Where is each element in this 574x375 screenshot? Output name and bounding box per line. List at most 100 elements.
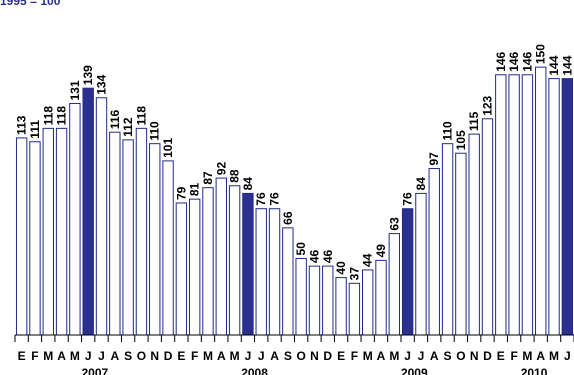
month-tick-label: S: [284, 349, 292, 363]
bar: [95, 97, 108, 336]
bar-value-label: 116: [108, 110, 122, 130]
bar: [375, 259, 387, 336]
bar: [268, 208, 281, 336]
bar: [188, 198, 201, 336]
bar-value-label: 49: [374, 244, 388, 258]
bar-value-label: 84: [414, 177, 428, 191]
bar-value-label: 105: [454, 130, 468, 150]
chart-title: 1995 = 100: [0, 0, 61, 8]
bar-value-label: 76: [254, 192, 268, 206]
bar: [202, 187, 214, 336]
bar-value-label: 112: [121, 117, 135, 137]
year-labels-group: 2007 2008 2009 2010: [82, 366, 548, 375]
bar-value-label: 144: [547, 55, 561, 75]
bar: [109, 131, 121, 336]
month-tick-label: A: [270, 349, 279, 363]
bar: [441, 143, 454, 336]
bar-value-label: 76: [268, 192, 282, 206]
month-tick-label: F: [351, 349, 358, 363]
bar: [322, 265, 334, 336]
bar-highlighted: [242, 192, 254, 336]
month-tick-label: M: [389, 349, 399, 363]
bar: [228, 185, 241, 336]
bar-value-label: 81: [188, 182, 202, 196]
month-tick-label: M: [70, 349, 80, 363]
bar-value-label: 118: [55, 106, 69, 126]
bar: [175, 202, 188, 336]
bar-value-label: 144: [560, 55, 574, 75]
bar-value-label: 79: [174, 186, 188, 200]
bar: [415, 192, 427, 336]
bar-value-label: 87: [201, 171, 215, 185]
bar: [428, 168, 440, 336]
bar-value-label: 110: [148, 121, 162, 141]
month-tick-label: D: [483, 349, 492, 363]
month-tick-label: M: [230, 349, 240, 363]
month-tick-label: J: [564, 349, 571, 363]
month-tick-label: S: [124, 349, 132, 363]
bar-value-label: 139: [81, 65, 95, 85]
bar-value-label: 40: [334, 261, 348, 275]
bar: [122, 139, 134, 336]
bar-value-label: 146: [494, 51, 508, 71]
bar: [255, 208, 267, 336]
month-tick-label: O: [456, 349, 465, 363]
bar-value-label: 134: [95, 74, 109, 94]
month-tick-label: O: [137, 349, 146, 363]
bar-value-label: 84: [241, 177, 255, 191]
bar: [508, 74, 520, 336]
month-tick-label: O: [296, 349, 305, 363]
bar-value-label: 110: [441, 121, 455, 141]
bar: [535, 66, 547, 336]
month-tick-label: E: [337, 349, 345, 363]
month-tick-label: F: [510, 349, 517, 363]
year-label: 2007: [82, 366, 109, 375]
bar-value-label: 46: [307, 249, 321, 263]
month-tick-label: J: [245, 349, 252, 363]
year-label: 2008: [241, 366, 268, 375]
month-tick-label: J: [258, 349, 265, 363]
month-tick-label: M: [363, 349, 373, 363]
bar-value-label: 92: [214, 161, 228, 175]
bar: [29, 141, 41, 336]
bar: [215, 177, 227, 336]
month-tick-label: J: [404, 349, 411, 363]
bar: [468, 133, 480, 336]
bar-value-label: 111: [28, 120, 42, 139]
bar: [348, 282, 361, 336]
bar-value-label: 113: [15, 115, 29, 135]
bar: [282, 227, 294, 336]
month-tick-label: M: [43, 349, 53, 363]
month-tick-label: A: [57, 349, 66, 363]
bar: [135, 127, 148, 336]
bar-value-label: 146: [507, 51, 521, 71]
month-tick-label: D: [323, 349, 332, 363]
bar-value-label: 101: [161, 138, 175, 158]
month-tick-label: E: [18, 349, 26, 363]
month-tick-label: M: [203, 349, 213, 363]
bar: [55, 127, 68, 336]
month-tick-label: A: [536, 349, 545, 363]
month-tick-label: F: [31, 349, 38, 363]
bar: [521, 74, 534, 336]
month-tick-label: J: [85, 349, 92, 363]
bar-value-label: 37: [347, 267, 361, 281]
bar-value-label: 131: [68, 80, 82, 100]
bar: [455, 152, 467, 336]
bar: [295, 257, 307, 336]
month-tick-label: E: [177, 349, 185, 363]
bar-value-label: 123: [480, 95, 494, 115]
bar: [362, 269, 374, 336]
bar-value-label: 63: [387, 217, 401, 231]
year-label: 2010: [521, 366, 548, 375]
bar: [548, 78, 560, 336]
bar-highlighted: [561, 78, 574, 336]
bar: [481, 118, 494, 336]
bar-value-label: 150: [534, 44, 548, 64]
bar-value-label: 97: [427, 152, 441, 166]
month-tick-label: F: [191, 349, 198, 363]
bar-value-label: 66: [281, 211, 295, 225]
month-tick-label: J: [98, 349, 105, 363]
bar-value-label: 115: [467, 111, 481, 131]
bars-group: [15, 66, 574, 336]
